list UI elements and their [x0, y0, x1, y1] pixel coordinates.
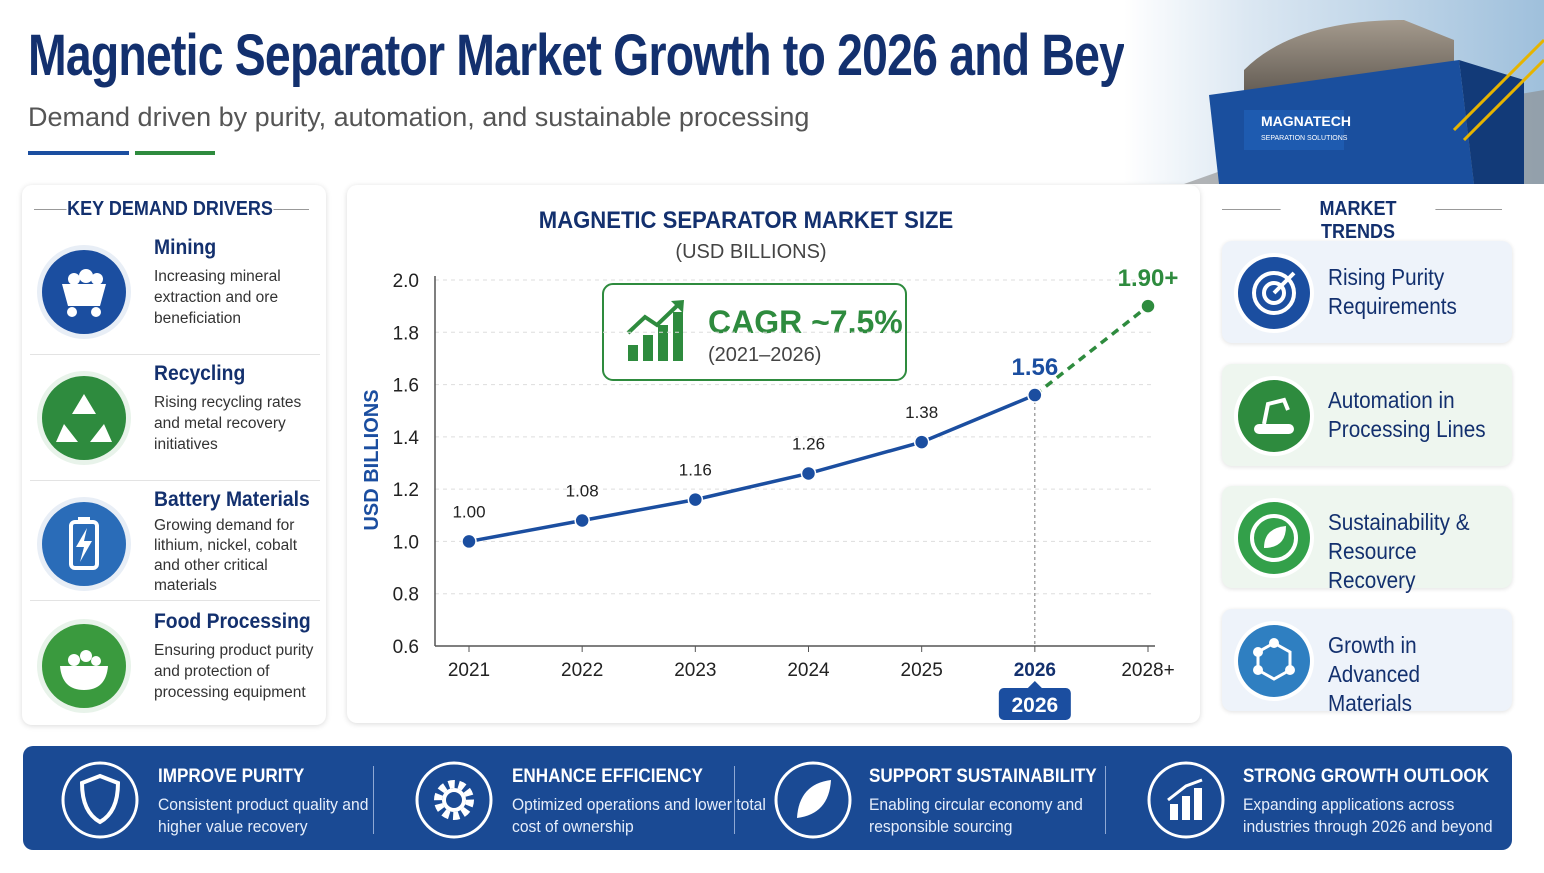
- driver-title: Mining: [154, 236, 217, 259]
- icon: [37, 371, 131, 465]
- rule: [135, 151, 215, 155]
- icon: [1234, 376, 1314, 456]
- trend: Growth in Advanced Materials: [1222, 609, 1512, 716]
- icon: [37, 245, 131, 339]
- footer-text: Expanding applications across industries…: [1243, 795, 1493, 836]
- chart-panel: [347, 185, 1200, 723]
- trend: Rising Purity Requirements: [1222, 241, 1512, 343]
- icon: [1234, 498, 1314, 578]
- driver-text: Rising recycling rates and metal recover…: [154, 394, 302, 453]
- icon: [1234, 253, 1314, 333]
- icon: [37, 619, 131, 713]
- page-subtitle: Demand driven by purity, automation, and…: [28, 102, 810, 132]
- driver-title: Recycling: [154, 362, 246, 385]
- icon: [415, 761, 493, 839]
- icon: [1234, 621, 1314, 701]
- driver: Battery Materials Growing demand for lith…: [30, 488, 320, 601]
- driver-title: Battery Materials: [154, 488, 310, 511]
- rule: [28, 151, 129, 155]
- brand-tagline: SEPARATION SOLUTIONS: [1261, 135, 1348, 142]
- footer-title: IMPROVE PURITY: [158, 766, 305, 787]
- trend-text: Rising Purity Requirements: [1328, 264, 1457, 319]
- footer-text: Optimized operations and lower total cos…: [512, 795, 766, 836]
- page-title: Magnetic Separator Market Growth to 2026…: [28, 23, 1208, 88]
- trend-text: Sustainability & Resource Recovery: [1328, 509, 1470, 593]
- driver-title: Food Processing: [154, 610, 311, 633]
- drivers-title: KEY DEMAND DRIVERS: [66, 198, 274, 221]
- driver-text: Ensuring product purity and protection o…: [154, 642, 314, 701]
- icon: [37, 497, 131, 591]
- trend: Sustainability & Resource Recovery: [1222, 486, 1512, 593]
- trend: Automation in Processing Lines: [1222, 364, 1512, 466]
- trend-text: Growth in Advanced Materials: [1328, 632, 1421, 716]
- icon: [1147, 761, 1225, 839]
- footer-title: SUPPORT SUSTAINABILITY: [869, 766, 1097, 787]
- driver-text: Growing demand for lithium, nickel, coba…: [154, 517, 298, 594]
- footer-text: Enabling circular economy and responsibl…: [869, 795, 1083, 836]
- driver: Food Processing Ensuring product purity a…: [30, 610, 320, 728]
- footer: [23, 746, 1512, 850]
- footer-title: STRONG GROWTH OUTLOOK: [1243, 766, 1490, 787]
- icon: [774, 761, 852, 839]
- footer-text: Consistent product quality and higher va…: [158, 795, 369, 836]
- driver: Recycling Rising recycling rates and meta…: [30, 362, 320, 481]
- footer-title: ENHANCE EFFICIENCY: [512, 766, 703, 787]
- machine-photo: MAGNATECH SEPARATION SOLUTIONS: [1124, 0, 1544, 184]
- driver-text: Increasing mineral extraction and ore be…: [154, 268, 281, 327]
- icon: [61, 761, 139, 839]
- driver: Mining Increasing mineral extraction and …: [30, 236, 320, 355]
- trend-text: Automation in Processing Lines: [1328, 387, 1486, 442]
- trends-title: MARKET TRENDS: [1280, 198, 1436, 244]
- brand: MAGNATECH: [1261, 113, 1351, 129]
